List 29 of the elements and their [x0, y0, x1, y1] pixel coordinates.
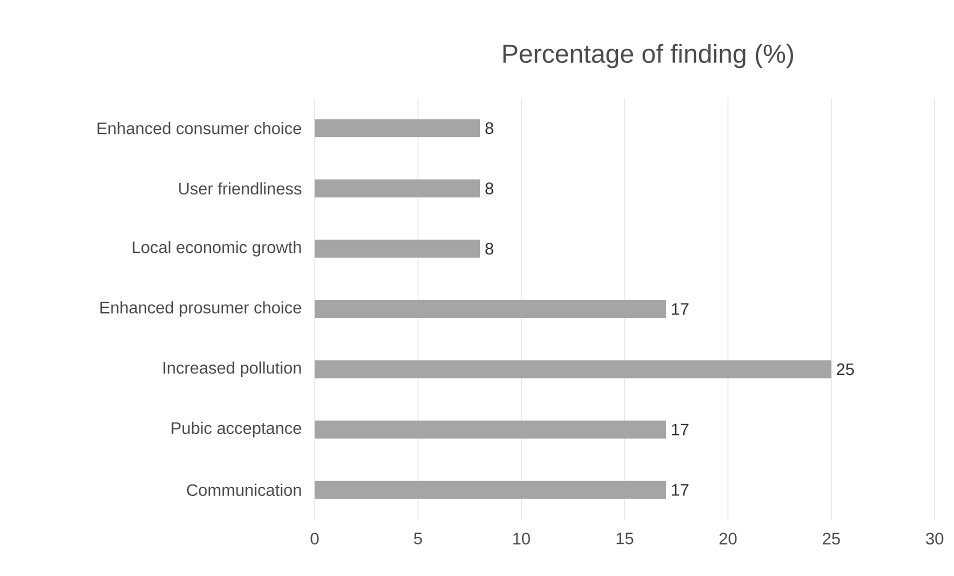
data-label: 17: [672, 303, 688, 315]
x-tick-label: 0: [310, 532, 319, 545]
y-tick-label: Communication: [187, 484, 301, 496]
data-label: 17: [672, 484, 688, 496]
data-label: 17: [672, 424, 688, 436]
x-tick-label: 10: [513, 532, 530, 545]
bar: [314, 360, 832, 378]
chart-title: Percentage of finding (%): [503, 44, 794, 68]
data-label: 25: [836, 363, 854, 376]
x-tick-label: 25: [822, 532, 840, 545]
bar: [314, 420, 666, 439]
x-tick-label: 5: [414, 532, 422, 544]
y-tick-label: User friendliness: [179, 182, 302, 195]
y-tick-label: Increased pollution: [164, 362, 301, 378]
data-label: 8: [485, 242, 494, 255]
bar: [314, 300, 666, 318]
bar: [314, 179, 480, 198]
y-tick-label: Pubic acceptance: [172, 422, 302, 438]
x-tick-label: 30: [926, 532, 944, 545]
x-tick-label: 20: [720, 532, 737, 545]
x-tick-label: 15: [616, 532, 634, 544]
bar: [314, 240, 480, 258]
data-label: 8: [485, 122, 494, 134]
bar: [314, 480, 666, 499]
y-tick-label: Enhanced consumer choice: [98, 122, 302, 134]
y-tick-label: Local economic growth: [132, 240, 301, 256]
y-tick-label: Enhanced prosumer choice: [100, 301, 302, 317]
data-label: 8: [485, 182, 494, 194]
bar: [314, 119, 480, 138]
